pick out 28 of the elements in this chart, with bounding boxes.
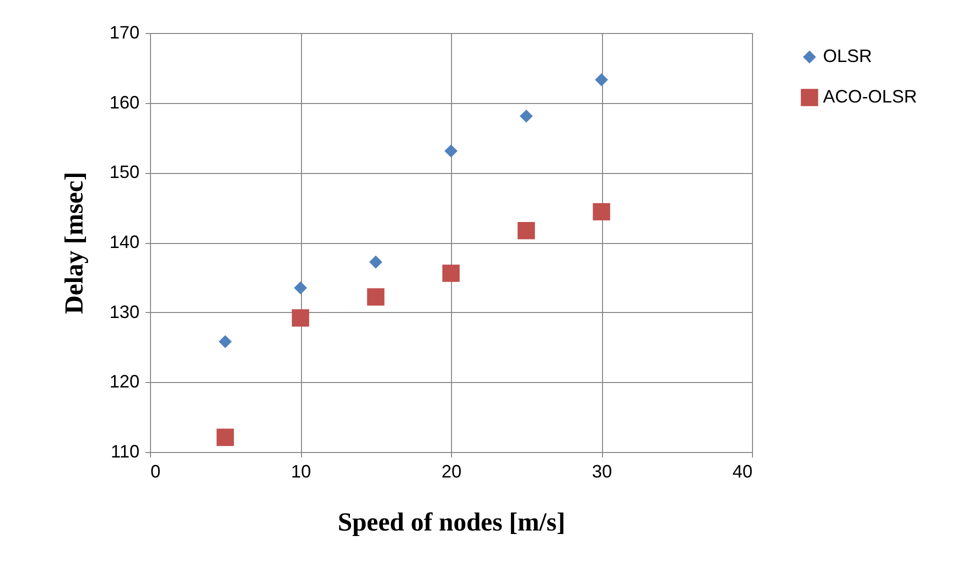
y-tick-label: 130 xyxy=(109,302,140,322)
point xyxy=(520,110,533,123)
point xyxy=(218,335,232,348)
point xyxy=(292,309,310,327)
legend-label: OLSR xyxy=(823,46,872,66)
point xyxy=(367,288,384,306)
y-tick-label: 120 xyxy=(109,372,140,392)
x-tick-label: 0 xyxy=(150,462,161,482)
y-axis-title: Delay [msec] xyxy=(59,172,88,314)
y-tick-label: 150 xyxy=(109,162,140,182)
y-tick-label: 160 xyxy=(109,92,140,112)
x-tick-label: 10 xyxy=(290,462,312,482)
point xyxy=(442,264,460,282)
point xyxy=(216,428,234,446)
point xyxy=(369,256,382,269)
x-axis-title: Speed of nodes [m/s] xyxy=(338,508,566,536)
y-tick-label: 170 xyxy=(109,22,140,42)
legend-label: ACO-OLSR xyxy=(823,86,918,106)
x-tick-label: 40 xyxy=(732,462,752,482)
y-tick-label: 110 xyxy=(110,442,140,462)
x-tick-label: 30 xyxy=(592,462,612,482)
point xyxy=(518,222,535,240)
point xyxy=(594,73,608,86)
point xyxy=(444,144,458,158)
point xyxy=(592,203,610,220)
point xyxy=(294,281,308,294)
x-tick-label: 20 xyxy=(441,462,462,482)
y-tick-label: 140 xyxy=(109,232,140,252)
